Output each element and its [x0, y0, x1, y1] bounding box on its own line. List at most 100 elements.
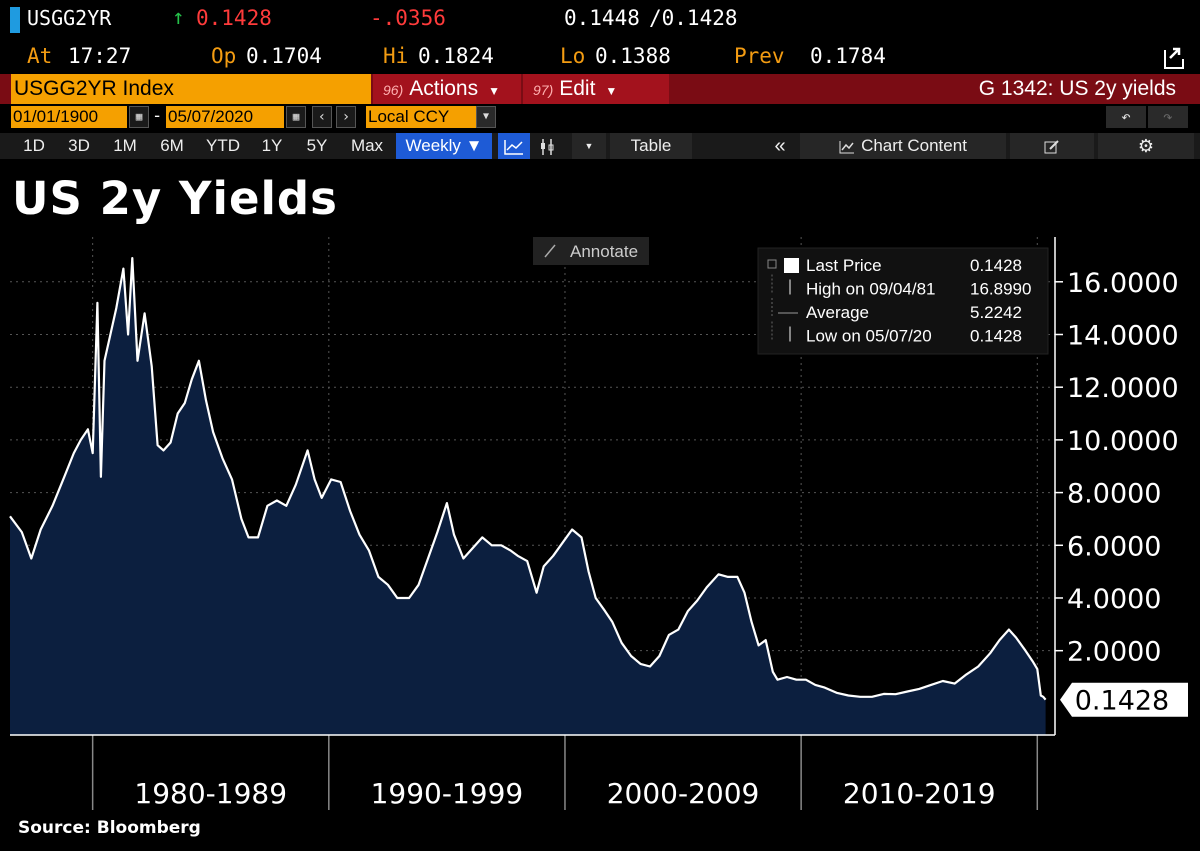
- calendar-icon[interactable]: ▦: [129, 106, 149, 128]
- annotate-button[interactable]: Annotate: [533, 237, 649, 265]
- edit-menu[interactable]: 97) Edit ▼: [523, 74, 669, 104]
- y-tick-label: 14.0000: [1067, 320, 1179, 351]
- period-max[interactable]: Max: [350, 136, 384, 155]
- x-tick-label: 1980-1989: [134, 777, 287, 810]
- low-label: Lo: [560, 44, 586, 68]
- line-chart-icon[interactable]: [498, 133, 530, 159]
- x-tick-label: 1990-1999: [371, 777, 524, 810]
- chart-title: US 2y Yields: [12, 172, 338, 225]
- annotate-label: Annotate: [570, 242, 638, 261]
- frequency-select[interactable]: Weekly ▼: [396, 133, 492, 159]
- chevron-right-icon[interactable]: ›: [336, 106, 356, 128]
- y-tick-label: 4.0000: [1067, 584, 1161, 615]
- actions-label: Actions: [409, 77, 479, 100]
- legend-entry-value: 0.1428: [970, 327, 1022, 346]
- y-tick-label: 8.0000: [1067, 479, 1161, 510]
- collapse-box-icon[interactable]: [767, 259, 777, 269]
- legend-entry-name: Low on 05/07/20: [806, 327, 932, 346]
- y-tick-label: 16.0000: [1067, 268, 1179, 299]
- last-price: 0.1428: [196, 6, 272, 30]
- edit-label: Edit: [559, 77, 596, 100]
- chart-content-button[interactable]: Chart Content: [800, 133, 1006, 159]
- chart-content-icon: [839, 140, 855, 154]
- chevron-down-icon: ▼: [605, 84, 618, 98]
- legend-entry-name: High on 09/04/81: [806, 280, 936, 299]
- table-button[interactable]: Table: [610, 133, 692, 159]
- end-date-field[interactable]: 05/07/2020: [166, 106, 284, 128]
- chart-type-dropdown-icon[interactable]: ▼: [572, 133, 606, 159]
- period-1m[interactable]: 1M: [113, 136, 137, 155]
- open-value: 0.1704: [246, 44, 322, 68]
- at-label: At: [27, 44, 53, 68]
- graph-title: G 1342: US 2y yields: [978, 77, 1176, 100]
- x-tick-label: 2000-2009: [607, 777, 760, 810]
- legend-entry-value: 5.2242: [970, 303, 1022, 322]
- actions-number: 96): [383, 82, 404, 98]
- currency-select[interactable]: Local CCY: [366, 106, 476, 128]
- actions-menu[interactable]: 96) Actions ▼: [373, 74, 521, 104]
- settings-gear-icon[interactable]: ⚙: [1098, 133, 1194, 159]
- x-tick-label: 2010-2019: [843, 777, 996, 810]
- start-date-field[interactable]: 01/01/1900: [11, 106, 127, 128]
- series-area: [10, 258, 1046, 735]
- candle-chart-icon[interactable]: [532, 133, 562, 159]
- period-1d[interactable]: 1D: [23, 136, 45, 155]
- y-tick-label: 10.0000: [1067, 426, 1179, 457]
- high-label: Hi: [383, 44, 409, 68]
- security-field[interactable]: USGG2YR Index: [11, 74, 371, 104]
- date-range-bar: 01/01/1900 ▦ - 05/07/2020 ▦ ‹ › Local CC…: [0, 106, 1200, 130]
- period-1y[interactable]: 1Y: [261, 136, 283, 155]
- frequency-label: Weekly: [405, 136, 461, 155]
- chart-toolbar: 1D 3D 1M 6M YTD 1Y 5Y Max Weekly ▼ ▼ Tab…: [0, 133, 1200, 159]
- chevron-down-icon: ▼: [460, 136, 483, 155]
- legend-entry-name: Average: [806, 303, 869, 322]
- quote-bar: USGG2YR ↑ 0.1428 -.0356 0.1448 /0.1428: [0, 0, 1200, 38]
- legend-square-icon: [784, 258, 799, 273]
- y-tick-label: 2.0000: [1067, 637, 1161, 668]
- edit-chart-icon[interactable]: [1010, 133, 1094, 159]
- collapse-icon[interactable]: «: [774, 135, 786, 157]
- quote-stats: At 17:27 Op 0.1704 Hi 0.1824 Lo 0.1388 P…: [0, 38, 1200, 74]
- last-value-label: 0.1428: [1060, 682, 1188, 717]
- last-value-text: 0.1428: [1075, 686, 1169, 717]
- high-value: 0.1824: [418, 44, 494, 68]
- ask: /0.1428: [649, 6, 738, 30]
- legend: Last Price 0.1428 High on 09/04/81 16.8990 A…: [757, 247, 1049, 355]
- source-note: Source: Bloomberg: [18, 818, 201, 838]
- ticker: USGG2YR: [27, 6, 112, 30]
- bid: 0.1448: [564, 6, 640, 30]
- export-icon[interactable]: [1162, 44, 1186, 70]
- period-ytd[interactable]: YTD: [206, 136, 240, 155]
- prev-value: 0.1784: [810, 44, 886, 68]
- period-3d[interactable]: 3D: [68, 136, 90, 155]
- at-time: 17:27: [68, 44, 132, 68]
- legend-box: [757, 247, 1049, 355]
- function-bar: USGG2YR Index 96) Actions ▼ 97) Edit ▼ G 134…: [0, 74, 1200, 104]
- y-tick-label: 12.0000: [1067, 373, 1179, 404]
- calendar-icon[interactable]: ▦: [286, 106, 306, 128]
- pencil-icon: [544, 244, 556, 258]
- ticker-marker: [10, 7, 20, 33]
- low-value: 0.1388: [595, 44, 671, 68]
- legend-entry-value: 0.1428: [970, 256, 1022, 275]
- legend-entry-value: 16.8990: [970, 280, 1031, 299]
- open-label: Op: [211, 44, 237, 68]
- undo-icon[interactable]: ↶: [1106, 106, 1146, 128]
- series-line: [9, 257, 1047, 701]
- net-change: -.0356: [370, 6, 446, 30]
- period-5y[interactable]: 5Y: [306, 136, 328, 155]
- chevron-left-icon[interactable]: ‹: [312, 106, 332, 128]
- y-tick-label: 6.0000: [1067, 531, 1161, 562]
- prev-label: Prev: [734, 44, 785, 68]
- period-6m[interactable]: 6M: [160, 136, 184, 155]
- edit-number: 97): [533, 82, 554, 98]
- date-separator: -: [152, 106, 163, 126]
- chevron-down-icon: ▼: [488, 84, 500, 98]
- legend-entry-name: Last Price: [806, 256, 882, 275]
- chart-content-label: Chart Content: [861, 136, 967, 155]
- redo-icon[interactable]: ↷: [1148, 106, 1188, 128]
- arrow-up-icon: ↑: [172, 5, 185, 29]
- dropdown-arrow-icon[interactable]: ▼: [476, 106, 496, 128]
- last-value-flag: [1060, 682, 1188, 717]
